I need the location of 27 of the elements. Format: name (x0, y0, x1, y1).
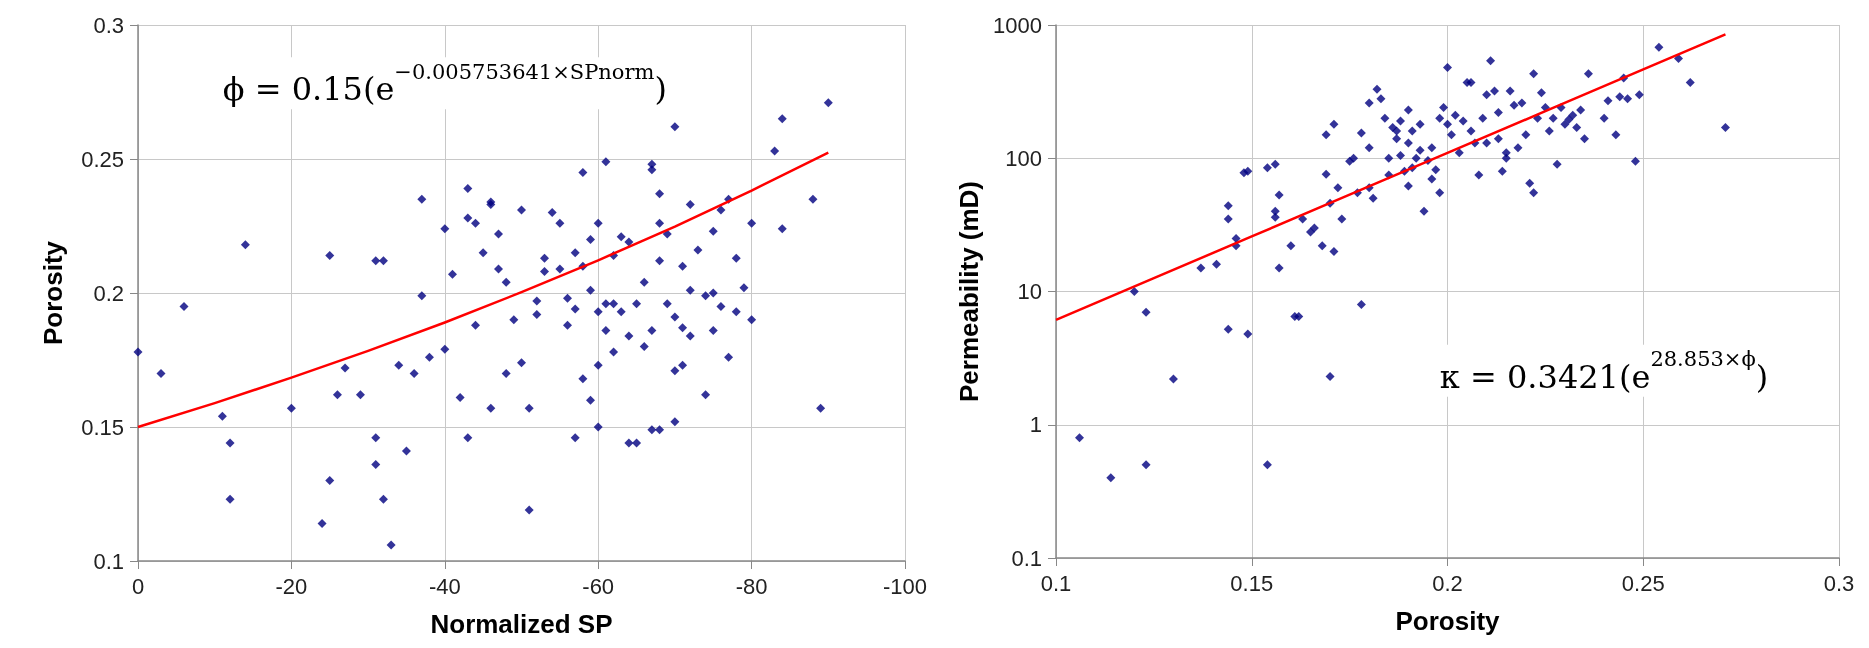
x-tick-label: -40 (428, 573, 461, 599)
y-axis-title: Porosity (38, 240, 68, 346)
y-tick-label: 100 (1005, 145, 1042, 171)
y-tick-label: 1000 (993, 12, 1042, 38)
x-tick-label: 0.15 (1230, 570, 1274, 596)
x-tick-label: -100 (882, 573, 928, 599)
x-tick-label: 0 (131, 573, 145, 599)
x-tick-label: -20 (275, 573, 308, 599)
x-tick-label: -80 (735, 573, 768, 599)
line-series (1054, 33, 1727, 322)
y-tick-label: 0.1 (1011, 545, 1042, 571)
x-tick-label: 0.2 (1432, 570, 1463, 596)
y-tick-label: 0.25 (81, 146, 124, 172)
y-tick-label: 1 (1029, 412, 1042, 438)
x-tick-label: 0.3 (1823, 570, 1855, 596)
y-tick-label: 0.3 (93, 12, 124, 38)
y-axis-title: Permeability (mD) (954, 180, 985, 403)
y-tick-label: 0.2 (93, 280, 124, 306)
x-axis-title: Normalized SP (430, 609, 613, 639)
y-tick-label: 0.1 (93, 548, 124, 574)
line-series (136, 151, 830, 429)
x-tick-label: 0.1 (1040, 570, 1072, 596)
y-tick-label: 0.15 (81, 414, 124, 440)
x-tick-label: -60 (582, 573, 615, 599)
x-tick-label: 0.25 (1621, 570, 1665, 596)
y-tick-label: 10 (1017, 279, 1042, 304)
x-axis-title: Porosity (1395, 606, 1501, 636)
